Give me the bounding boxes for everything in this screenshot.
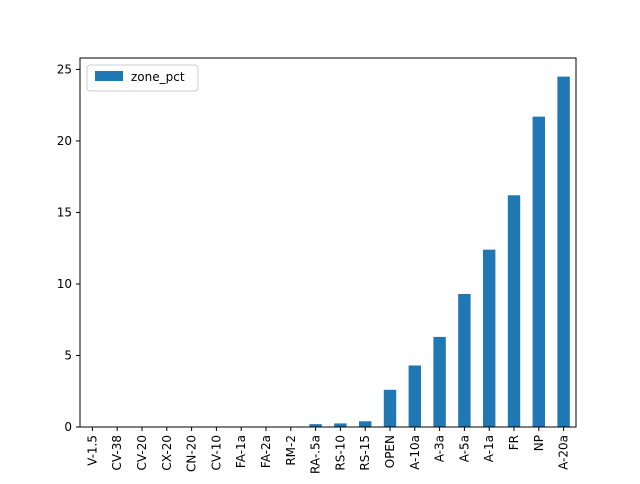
y-axis: 0 5 10 15 20 25 [57,62,80,434]
x-tick-label-FA-2a: FA-2a [259,435,273,468]
bar-A-5a [458,293,471,427]
bar-RA-.5a [309,424,322,427]
x-tick-label-RS-10: RS-10 [333,435,347,471]
bar-NP [532,116,545,428]
x-tick-label-CV-38: CV-38 [110,435,124,470]
x-tick-label-CN-20: CN-20 [185,435,199,472]
legend-label: zone_pct [131,70,185,84]
x-tick-label-CV-20: CV-20 [135,435,149,470]
bar-RS-10 [334,423,347,427]
bar-A-10a [408,365,421,427]
x-tick-label-RA-.5a: RA-.5a [309,435,323,474]
x-tick-label-A-20a: A-20a [557,435,571,470]
y-tick-label-10: 10 [57,277,72,291]
x-tick-label-OPEN: OPEN [383,435,397,468]
bars-group [309,76,570,428]
legend: zone_pct [86,64,199,92]
x-tick-label-A-3a: A-3a [433,435,447,462]
x-tick-label-FR: FR [507,435,521,450]
x-tick-label-CX-20: CX-20 [160,435,174,471]
y-tick-label-15: 15 [57,205,72,219]
bar-RS-15 [359,421,372,427]
y-tick-label-20: 20 [57,134,72,148]
bar-A-1a [483,249,496,427]
x-tick-label-RM-2: RM-2 [284,435,298,466]
x-axis: V-1.5 CV-38 CV-20 CX-20 CN-20 CV-10 FA-1a FA-2a… [85,427,571,474]
x-tick-label-A-10a: A-10a [408,435,422,470]
x-tick-label-A-1a: A-1a [482,435,496,462]
x-tick-label-V-1.5: V-1.5 [85,435,99,466]
y-tick-label-5: 5 [64,348,72,362]
x-tick-label-A-5a: A-5a [457,435,471,462]
x-tick-label-FA-1a: FA-1a [234,435,248,468]
bar-A-20a [557,76,570,428]
legend-swatch [95,71,123,81]
y-tick-label-0: 0 [64,420,72,434]
plot-frame [79,57,577,428]
y-tick-label-25: 25 [57,62,72,76]
x-tick-label-NP: NP [532,435,546,451]
x-tick-label-CV-10: CV-10 [209,435,223,470]
bar-A-3a [433,336,446,427]
x-tick-label-RS-15: RS-15 [358,435,372,471]
bar-FR [507,195,521,427]
bar-OPEN [383,389,397,427]
